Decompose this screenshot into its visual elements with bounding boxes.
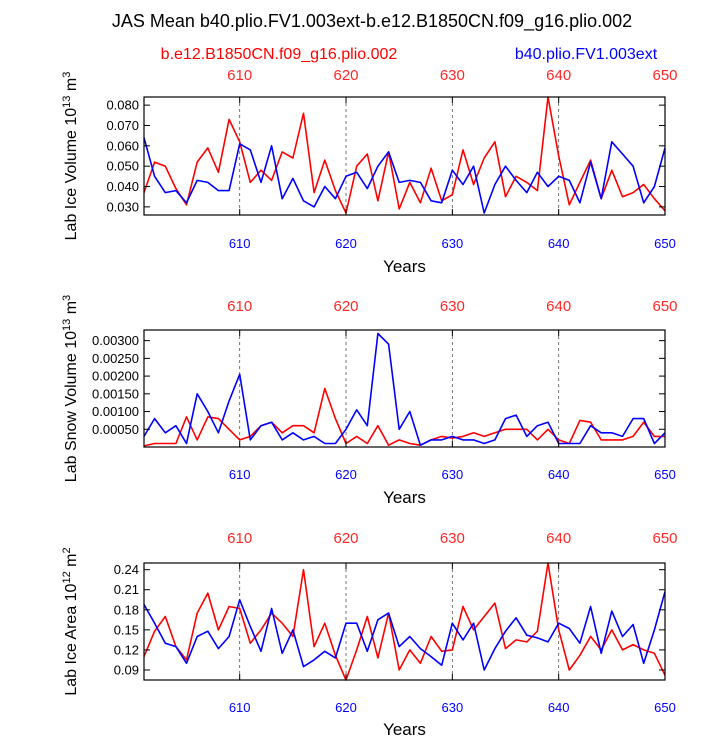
x-tick-label-top: 610	[227, 298, 252, 315]
x-tick-label-bottom: 650	[654, 236, 676, 251]
figure-title: JAS Mean b40.plio.FV1.003ext-b.e12.B1850…	[112, 11, 632, 32]
y-tick-label: 0.070	[106, 118, 139, 133]
x-tick-label-bottom: 610	[229, 467, 251, 482]
y-tick-label: 0.00250	[92, 351, 139, 366]
x-axis-label: Years	[383, 720, 426, 739]
series-line-blue	[143, 591, 666, 671]
plot-frame	[143, 562, 666, 681]
x-tick-label-top: 640	[546, 530, 571, 547]
series-line-red	[143, 96, 666, 214]
y-tick-label: 0.18	[114, 602, 139, 617]
chart-panel-2: 0.00050 0.00100 0.00150 0.00200 0.00250 0.003…	[61, 295, 678, 507]
x-axis-label: Years	[383, 257, 426, 276]
x-tick-label-top: 610	[227, 530, 252, 547]
x-axis-label: Years	[383, 488, 426, 507]
y-axis-label: Lab Ice Volume 1013 m3	[61, 72, 80, 241]
y-tick-label: 0.00050	[92, 422, 139, 437]
legend-label-blue: b40.plio.FV1.003ext	[515, 46, 658, 63]
x-tick-label-bottom: 610	[229, 700, 251, 715]
x-tick-label-top: 620	[334, 298, 359, 315]
series-line-blue	[143, 137, 666, 214]
series-line-red	[143, 562, 666, 681]
x-tick-label-top: 650	[652, 530, 677, 547]
x-tick-label-bottom: 630	[441, 700, 463, 715]
x-tick-label-bottom: 640	[548, 467, 570, 482]
y-tick-label: 0.24	[114, 562, 139, 577]
y-tick-label: 0.00150	[92, 386, 139, 401]
y-tick-label: 0.00300	[92, 333, 139, 348]
y-tick-label: 0.09	[114, 662, 139, 677]
x-tick-label-top: 650	[652, 67, 677, 84]
legend-label-red: b.e12.B1850CN.f09_g16.plio.002	[161, 46, 398, 63]
chart-panel-3: 0.09 0.12 0.15 0.18 0.21 0.24 610 610 620 620 630 6…	[61, 530, 678, 739]
series-line-red	[143, 387, 665, 447]
x-tick-label-top: 640	[546, 298, 571, 315]
y-tick-label: 0.15	[114, 622, 139, 637]
x-tick-label-bottom: 630	[441, 236, 463, 251]
y-tick-label: 0.00100	[92, 404, 139, 419]
x-tick-label-bottom: 620	[335, 700, 357, 715]
y-tick-label: 0.060	[106, 138, 139, 153]
y-tick-label: 0.00200	[92, 369, 139, 384]
y-axis-label: Lab Ice Area 1012 m2	[61, 547, 80, 695]
y-tick-label: 0.080	[106, 98, 139, 113]
x-tick-label-bottom: 620	[335, 467, 357, 482]
x-tick-label-top: 640	[546, 67, 571, 84]
y-axis-label: Lab Snow Volume 1013 m3	[61, 295, 80, 482]
x-tick-label-bottom: 650	[654, 700, 676, 715]
x-tick-label-top: 630	[440, 67, 465, 84]
plot-frame	[143, 96, 666, 216]
x-tick-label-top: 610	[227, 67, 252, 84]
y-tick-label: 0.050	[106, 159, 139, 174]
y-tick-label: 0.21	[114, 582, 139, 597]
x-tick-label-bottom: 620	[335, 236, 357, 251]
chart-panel-1: 0.030 0.040 0.050 0.060 0.070 0.080 610 610 620 6…	[61, 67, 678, 276]
x-tick-label-bottom: 650	[654, 467, 676, 482]
x-tick-label-top: 620	[334, 530, 359, 547]
y-tick-label: 0.12	[114, 642, 139, 657]
x-tick-label-bottom: 630	[441, 467, 463, 482]
series-line-blue	[143, 332, 666, 447]
x-tick-label-top: 620	[334, 67, 359, 84]
x-tick-label-bottom: 640	[548, 700, 570, 715]
y-tick-label: 0.040	[106, 179, 139, 194]
x-tick-label-top: 630	[440, 530, 465, 547]
y-tick-label: 0.030	[106, 199, 139, 214]
x-tick-label-bottom: 610	[229, 236, 251, 251]
x-tick-label-bottom: 640	[548, 236, 570, 251]
plot-frame	[143, 329, 666, 448]
x-tick-label-top: 650	[652, 298, 677, 315]
x-tick-label-top: 630	[440, 298, 465, 315]
